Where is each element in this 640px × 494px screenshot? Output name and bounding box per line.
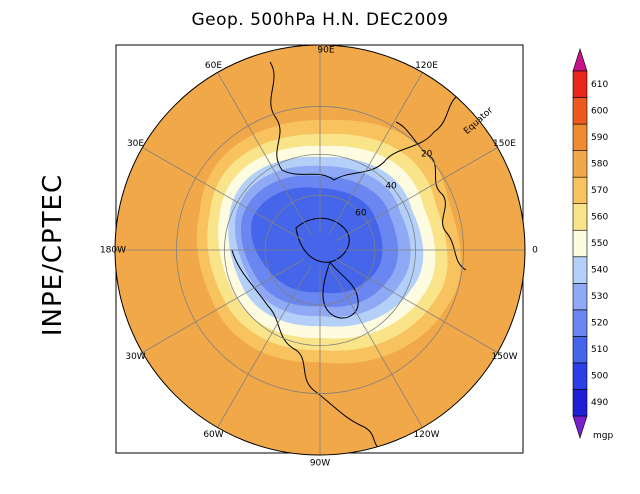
meridian-240 <box>328 265 423 428</box>
height-field <box>115 45 525 455</box>
colorbar-swatch <box>572 283 588 311</box>
meridian-120 <box>328 72 423 235</box>
lon-label: 90E <box>317 46 334 56</box>
colorbar-tick-label: 610 <box>591 80 608 90</box>
map-title: Geop. 500hPa H.N. DEC2009 <box>191 10 449 30</box>
lon-label: 150E <box>493 139 516 149</box>
meridian-210 <box>335 258 498 353</box>
colorbar-over-triangle <box>572 48 588 72</box>
colorbar-tick-label: 520 <box>591 319 608 329</box>
colorbar-tick-label: 550 <box>591 239 608 249</box>
colorbar-tick-label: 500 <box>591 372 608 382</box>
meridian-330 <box>142 258 305 353</box>
map-boundary <box>114 44 526 456</box>
meridian-150 <box>335 147 498 242</box>
lon-label: 30E <box>127 139 144 149</box>
colorbar-tick-label: 600 <box>591 106 608 116</box>
colorbar-tick-label: 540 <box>591 266 608 276</box>
longitude-labels: 90E 60E 30E 0 30W 60W 90W 120W 150W 180W 150E 120E <box>100 46 538 469</box>
colorbar-swatch <box>572 70 588 98</box>
colorbar-tick-label: 560 <box>591 212 608 222</box>
colorbar-swatch <box>572 256 588 284</box>
colorbar-swatch <box>572 362 588 390</box>
meridian-30 <box>142 147 305 242</box>
lon-label: 60E <box>205 61 222 71</box>
colorbar-swatch <box>572 336 588 364</box>
lon-label: 150W <box>491 352 517 362</box>
colorbar-tick-label: 570 <box>591 186 608 196</box>
lon-label: 60W <box>203 430 223 440</box>
colorbar: 490 500 510 520 530 540 550 560 570 580 590 600 610 m… <box>572 48 613 441</box>
colorbar-swatch <box>572 229 588 258</box>
colorbar-swatch <box>572 203 588 231</box>
colorbar-tick-label: 490 <box>591 398 608 408</box>
colorbar-tick-label: 530 <box>591 292 608 302</box>
coastline-north-america <box>231 249 387 453</box>
graticule <box>115 45 525 455</box>
colorbar-swatch <box>572 123 588 151</box>
lat-label: 40 <box>385 182 397 192</box>
colorbar-under-triangle <box>572 415 588 439</box>
lon-label: 30W <box>125 352 145 362</box>
colorbar-swatch <box>572 309 588 337</box>
meridian-60 <box>217 72 312 235</box>
lat-label: 20 <box>421 149 433 159</box>
lat-label: 60 <box>355 209 367 219</box>
lon-label: 180W <box>100 246 126 256</box>
lon-label: 120W <box>413 430 439 440</box>
colorbar-tick-label: 510 <box>591 345 608 355</box>
colorbar-swatch <box>572 150 588 178</box>
colorbar-tick-label: 590 <box>591 133 608 143</box>
colorbar-unit: mgp <box>593 431 613 441</box>
colorbar-swatch <box>572 176 588 204</box>
lon-label: 120E <box>415 61 438 71</box>
lon-label: 0 <box>532 246 538 256</box>
colorbar-swatch <box>572 97 588 125</box>
colorbar-swatch <box>572 389 588 417</box>
colorbar-tick-label: 580 <box>591 159 608 169</box>
meridian-300 <box>217 265 312 428</box>
lon-label: 90W <box>310 459 330 469</box>
coastline-greenland <box>322 260 359 319</box>
